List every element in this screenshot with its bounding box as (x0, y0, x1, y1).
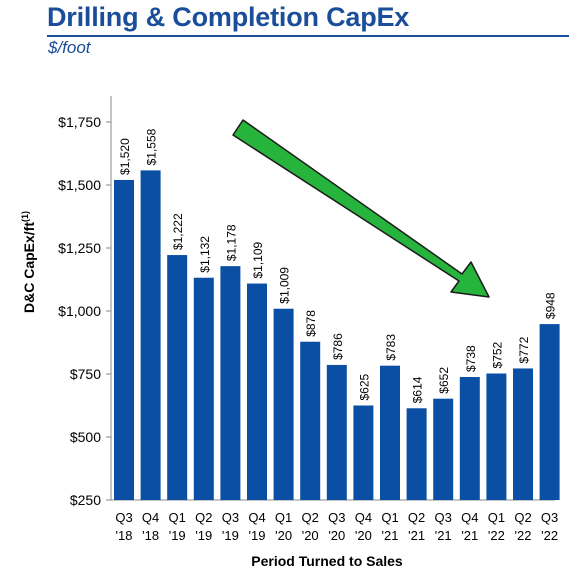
value-label: $1,009 (278, 267, 292, 304)
x-tick-label-year: '20 (328, 528, 345, 543)
x-tick-label-year: '20 (355, 528, 372, 543)
x-tick-label-year: '20 (275, 528, 292, 543)
bar (114, 179, 134, 500)
x-tick-label-year: '18 (142, 528, 159, 543)
x-tick-label-year: '20 (302, 528, 319, 543)
bar (140, 170, 161, 500)
x-tick-label-quarter: Q3 (115, 510, 132, 525)
bar (539, 324, 560, 500)
x-tick-label-quarter: Q4 (355, 510, 372, 525)
value-label: $786 (331, 333, 345, 360)
bar (273, 308, 294, 500)
x-axis-title: Period Turned to Sales (251, 553, 403, 569)
y-tick-label: $750 (70, 366, 101, 382)
value-label: $1,109 (251, 242, 265, 279)
x-tick-label-year: '19 (195, 528, 212, 543)
x-tick-label-quarter: Q2 (302, 510, 319, 525)
x-tick-label-year: '19 (249, 528, 266, 543)
y-tick-label: $1,000 (58, 303, 101, 319)
value-label: $652 (437, 367, 451, 394)
x-tick-label-year: '21 (435, 528, 452, 543)
x-tick-label-year: '22 (488, 528, 505, 543)
x-tick-label-quarter: Q2 (408, 510, 425, 525)
bar (513, 368, 533, 500)
trend-arrow (232, 119, 490, 298)
bar (193, 277, 214, 500)
x-tick-label-quarter: Q4 (142, 510, 159, 525)
value-label: $878 (304, 310, 318, 337)
value-label: $614 (411, 376, 425, 403)
value-label: $772 (517, 336, 531, 363)
x-tick-label-year: '22 (515, 528, 532, 543)
bar (353, 405, 374, 500)
value-label: $948 (544, 292, 558, 319)
y-tick-label: $1,500 (58, 177, 101, 193)
bars (114, 170, 560, 500)
y-axis-title: D&C CapEx/ft(1) (20, 211, 37, 313)
x-tick-label-quarter: Q4 (248, 510, 265, 525)
bar (247, 283, 267, 500)
x-tick-label-quarter: Q1 (169, 510, 186, 525)
x-tick-label-year: '19 (222, 528, 239, 543)
x-tick-label-year: '21 (382, 528, 399, 543)
x-tick-label-quarter: Q1 (381, 510, 398, 525)
bar (433, 398, 454, 500)
value-label: $1,558 (145, 128, 159, 165)
bar (486, 373, 507, 500)
trend-arrow-shape (232, 119, 490, 298)
bar (220, 266, 241, 500)
bar (459, 377, 480, 500)
x-tick-label-quarter: Q4 (461, 510, 478, 525)
y-tick-label: $1,250 (58, 240, 101, 256)
value-label: $625 (357, 373, 371, 400)
x-tick-label-quarter: Q3 (541, 510, 558, 525)
chart-subtitle: $/foot (48, 38, 91, 57)
bar (380, 365, 400, 500)
x-tick-label-quarter: Q3 (328, 510, 345, 525)
x-tick-label-quarter: Q1 (275, 510, 292, 525)
title-underline (47, 35, 569, 37)
x-tick-label-year: '19 (169, 528, 186, 543)
bar (300, 341, 321, 500)
chart-title: Drilling & Completion CapEx (47, 2, 410, 32)
x-tick-label-quarter: Q2 (514, 510, 531, 525)
value-labels: $1,520 $1,558 $1,222 $1,132 $1,178 $1,109 $1,0… (118, 128, 558, 403)
y-tick-label: $500 (70, 429, 101, 445)
value-label: $1,222 (171, 213, 185, 250)
axes: $250 $500 $750 $1,000 $1,250 $1,500 $1,750 (58, 96, 555, 508)
x-tick-label-quarter: Q3 (435, 510, 452, 525)
value-label: $1,520 (118, 138, 132, 175)
value-label: $1,132 (198, 236, 212, 273)
y-axis-title-text: D&C CapEx/ft(1) (20, 211, 37, 313)
value-label: $738 (464, 345, 478, 372)
y-axis-title-superscript: (1) (20, 211, 30, 222)
x-tick-labels: Q3 '18 Q4 '18 Q1 '19 Q2 '19 Q3 '19 Q4 '19 Q1 '20 Q2 '20… (115, 510, 558, 543)
x-tick-label-quarter: Q1 (488, 510, 505, 525)
y-tick-label: $1,750 (58, 114, 101, 130)
x-tick-label-quarter: Q2 (195, 510, 212, 525)
x-tick-label-quarter: Q3 (222, 510, 239, 525)
x-tick-label-year: '18 (116, 528, 133, 543)
x-tick-label-year: '21 (461, 528, 478, 543)
bar (167, 255, 188, 500)
y-tick-label: $250 (70, 492, 101, 508)
value-label: $752 (490, 341, 504, 368)
bar (326, 364, 347, 500)
value-label: $783 (384, 334, 398, 361)
x-tick-label-year: '21 (408, 528, 425, 543)
x-tick-label-year: '22 (541, 528, 558, 543)
value-label: $1,178 (224, 224, 238, 261)
bar (406, 408, 427, 500)
